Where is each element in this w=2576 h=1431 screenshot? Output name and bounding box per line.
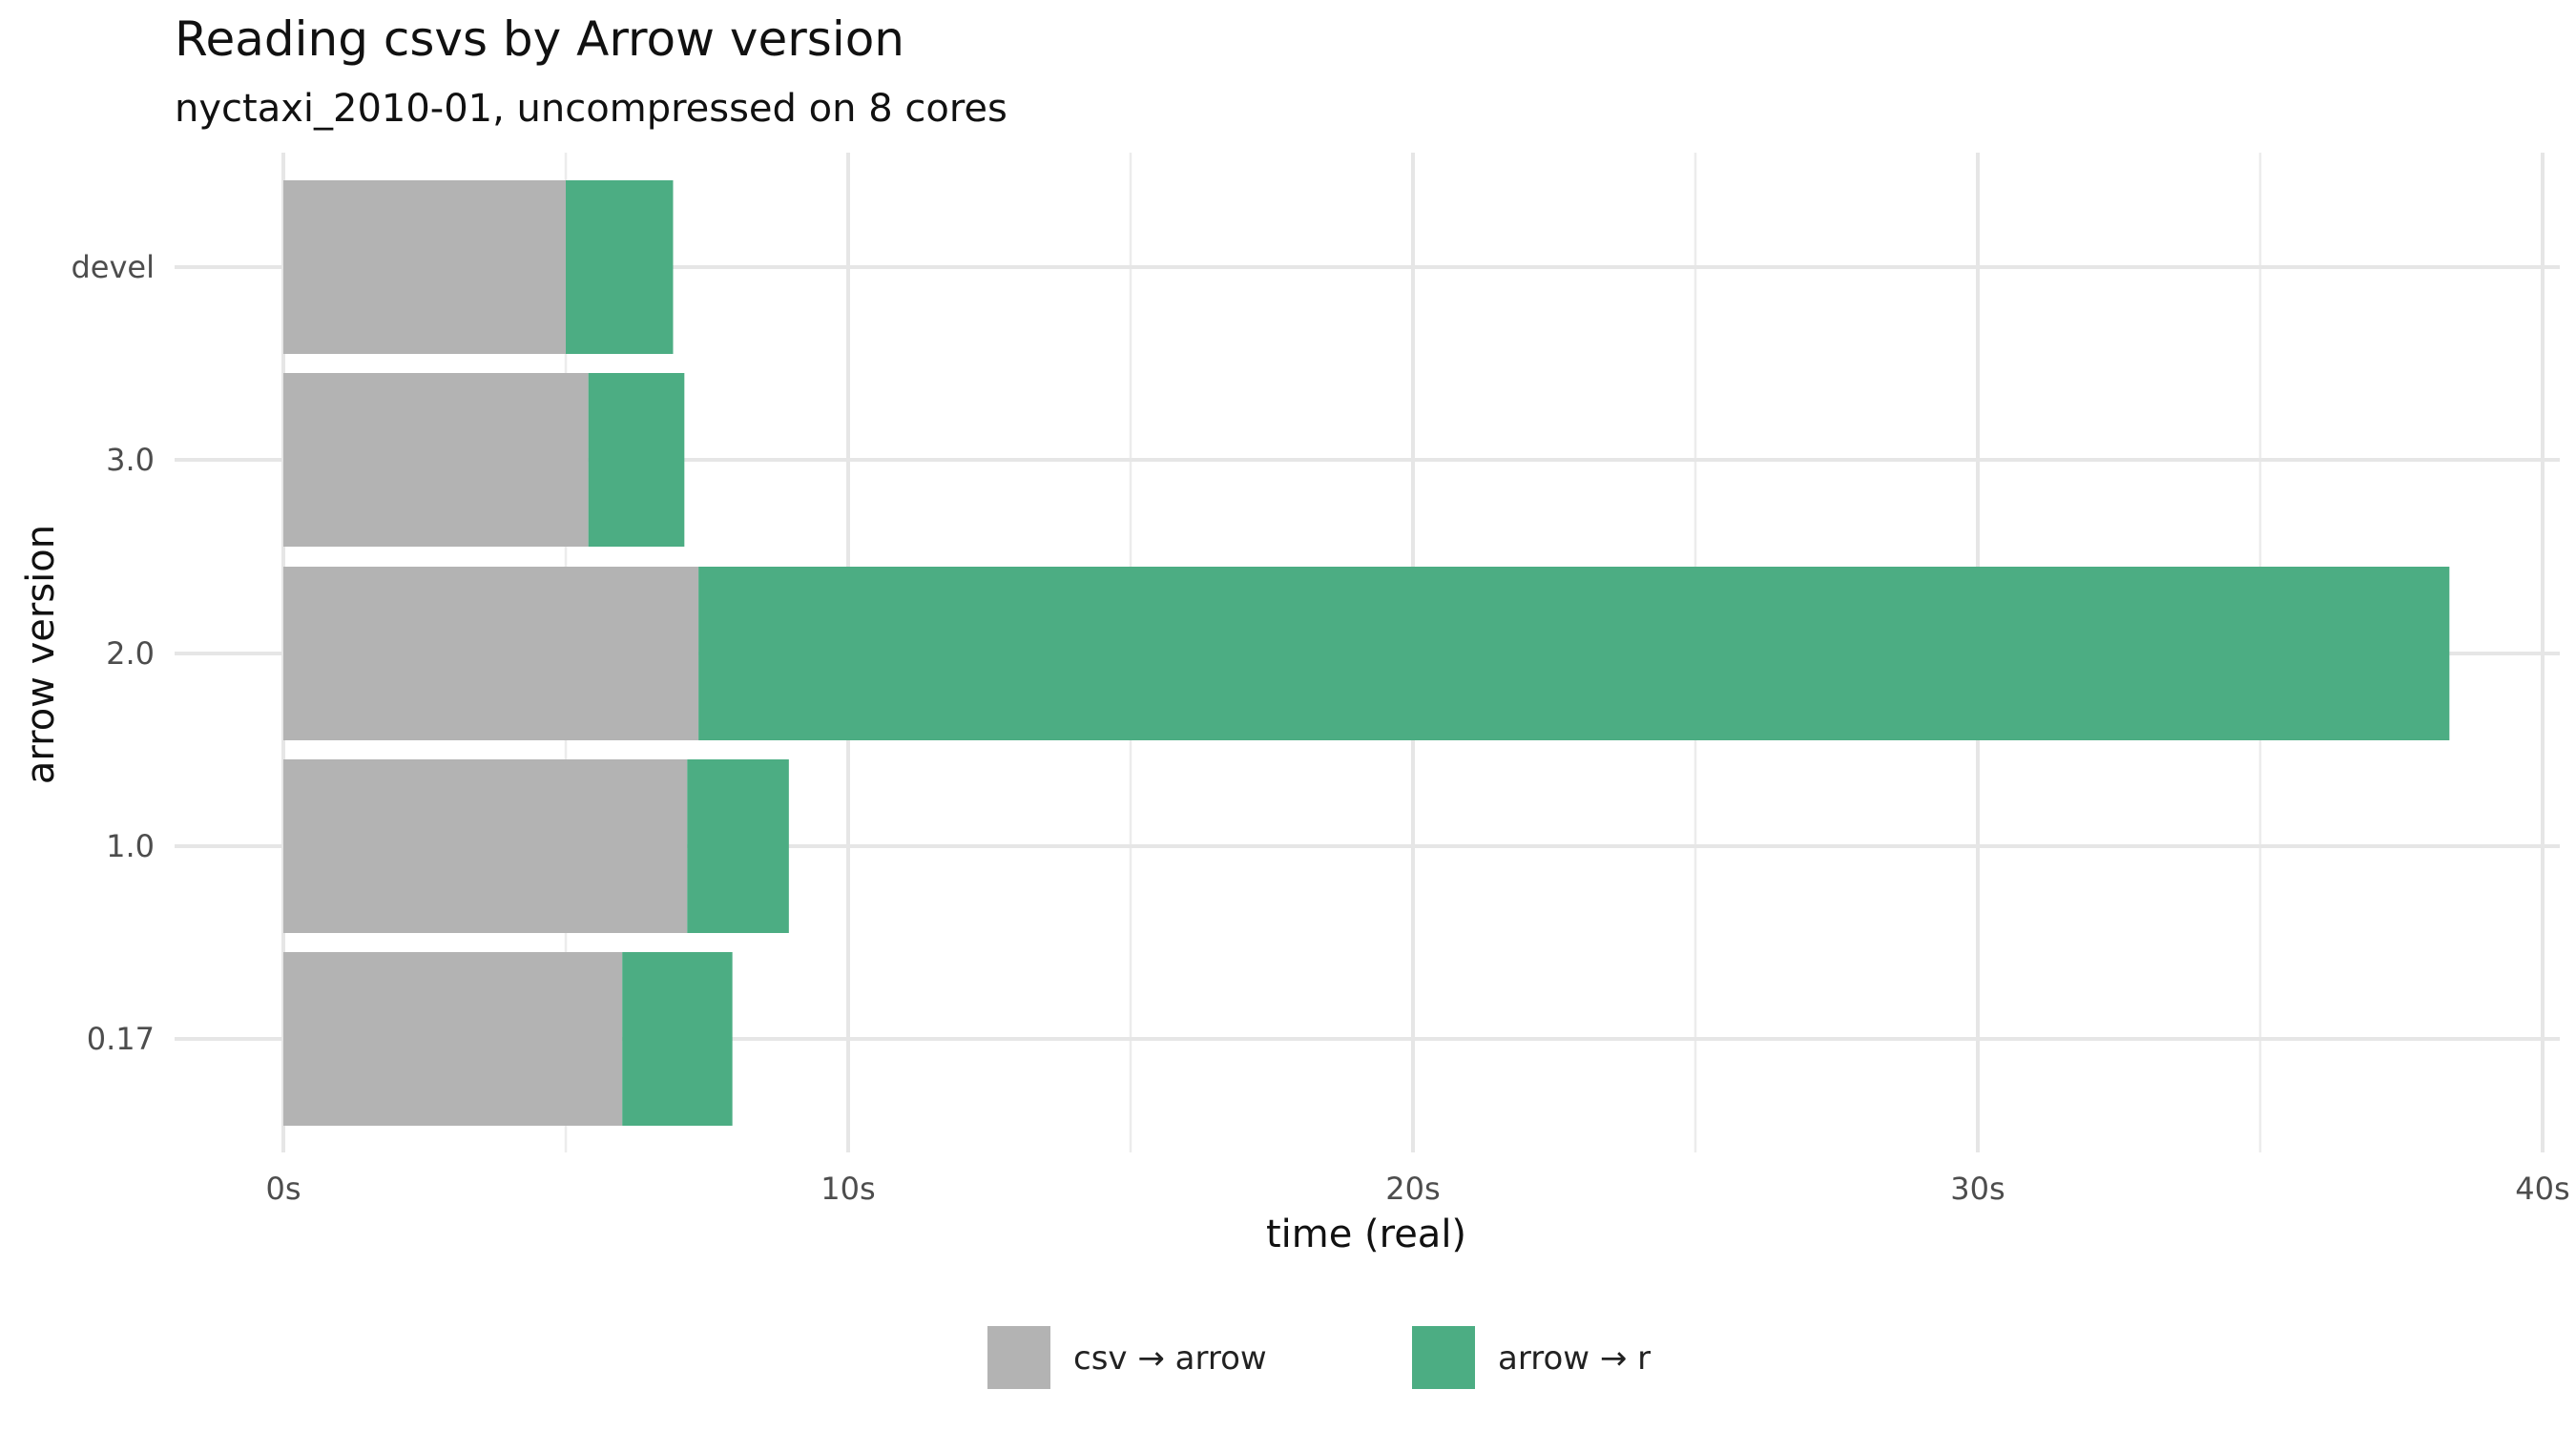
bar-csv-to-arrow xyxy=(283,759,688,933)
x-tick-label: 0s xyxy=(265,1171,301,1207)
legend-label-arrow-to-r: arrow → r xyxy=(1498,1339,1651,1378)
legend-key-arrow-to-r xyxy=(1412,1326,1475,1389)
legend-key-csv-to-arrow xyxy=(987,1326,1050,1389)
x-tick-label: 30s xyxy=(1950,1171,2005,1207)
chart-subtitle: nyctaxi_2010-01, uncompressed on 8 cores xyxy=(175,87,1008,131)
bar-arrow-to-r xyxy=(622,952,733,1126)
bar-arrow-to-r xyxy=(588,373,685,547)
bars xyxy=(283,180,2450,1126)
bar-csv-to-arrow xyxy=(283,952,623,1126)
bar-csv-to-arrow xyxy=(283,567,699,740)
bar-arrow-to-r xyxy=(566,180,674,354)
y-axis-title: arrow version xyxy=(19,525,63,784)
x-tick-label: 20s xyxy=(1385,1171,1440,1207)
x-axis-title: time (real) xyxy=(1266,1213,1466,1256)
y-tick-label: 2.0 xyxy=(106,635,155,672)
y-tick-label: 0.17 xyxy=(87,1021,155,1057)
bar-csv-to-arrow xyxy=(283,373,589,547)
chart-title: Reading csvs by Arrow version xyxy=(175,11,904,67)
bar-arrow-to-r xyxy=(687,759,789,933)
y-tick-label: 1.0 xyxy=(106,828,155,864)
y-axis-ticks: devel 3.0 2.0 1.0 0.17 xyxy=(71,249,155,1057)
bar-arrow-to-r xyxy=(698,567,2450,740)
bar-csv-to-arrow xyxy=(283,180,566,354)
legend: csv → arrow arrow → r xyxy=(987,1326,1651,1389)
x-axis-ticks: 0s 10s 20s 30s 40s xyxy=(265,1171,2569,1207)
x-tick-label: 10s xyxy=(821,1171,875,1207)
legend-label-csv-to-arrow: csv → arrow xyxy=(1073,1339,1267,1378)
x-tick-label: 40s xyxy=(2515,1171,2569,1207)
y-tick-label: devel xyxy=(71,249,155,285)
y-tick-label: 3.0 xyxy=(106,442,155,478)
